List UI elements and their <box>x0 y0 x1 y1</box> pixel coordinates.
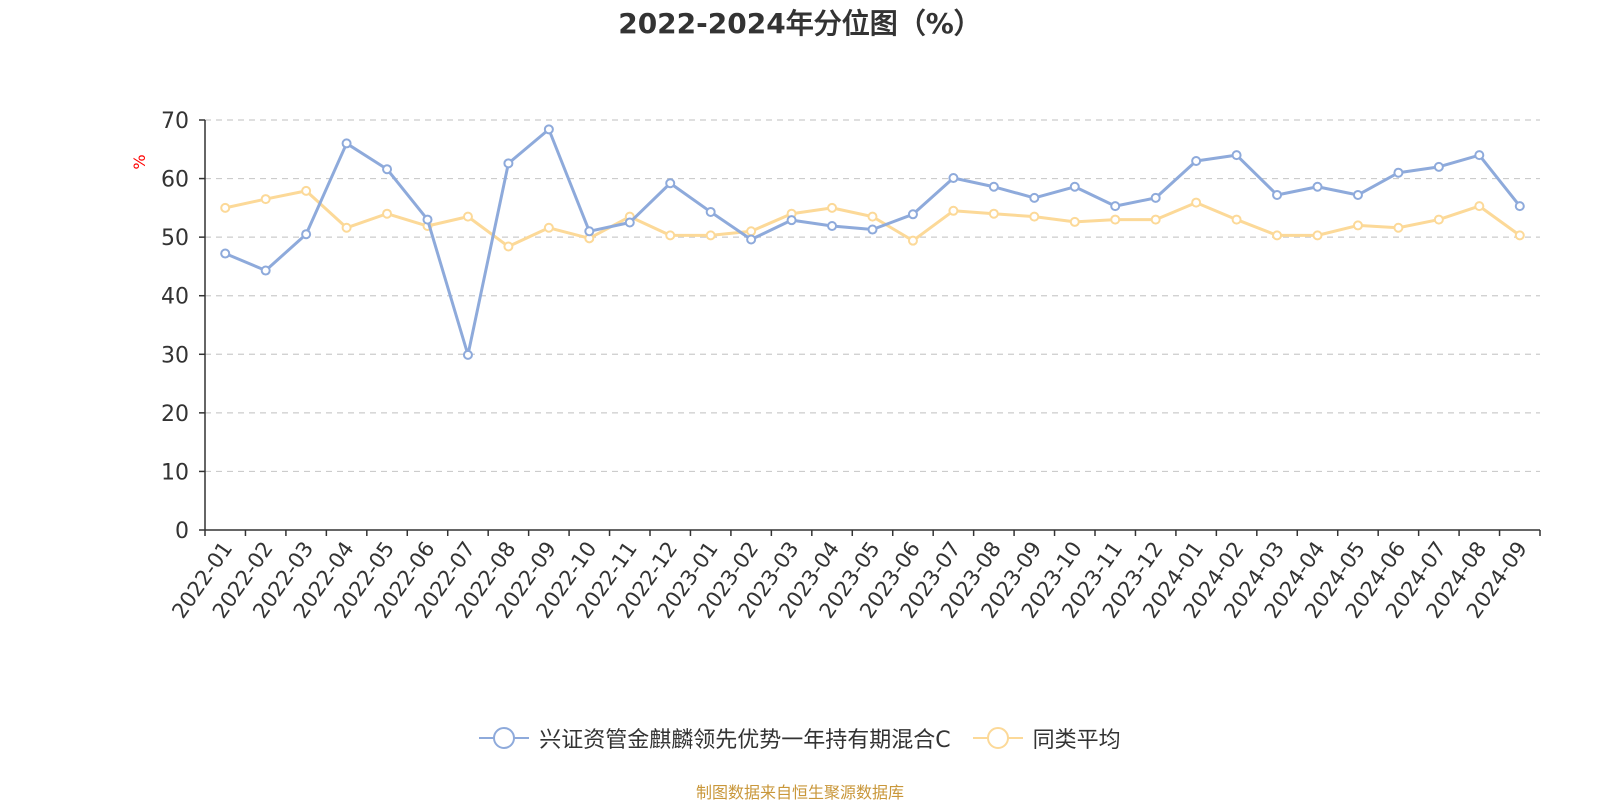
data-point <box>1272 230 1283 241</box>
data-point <box>746 226 757 237</box>
y-tick-label: 70 <box>161 109 189 134</box>
data-point <box>907 209 918 220</box>
data-point <box>1393 222 1404 233</box>
data-point <box>584 226 595 237</box>
data-point <box>867 211 878 222</box>
data-point <box>827 202 838 213</box>
y-tick-label: 0 <box>175 519 189 544</box>
data-point <box>422 214 433 225</box>
data-point <box>503 241 514 252</box>
data-point <box>341 222 352 233</box>
legend-fund-label: 兴证资管金麒麟领先优势一年持有期混合C <box>539 728 951 753</box>
data-point <box>1433 214 1444 225</box>
series-line-0 <box>224 127 1521 357</box>
y-axis: 0 10 20 30 40 50 60 70 <box>161 109 206 544</box>
data-point <box>786 215 797 226</box>
data-point <box>705 230 716 241</box>
data-point <box>382 164 393 175</box>
chart-title: 2022-2024年分位图（%） <box>618 7 982 40</box>
data-point <box>1110 214 1121 225</box>
data-point <box>705 206 716 217</box>
data-point <box>1272 189 1283 200</box>
grid-lines <box>205 119 1540 473</box>
data-point <box>746 234 757 245</box>
y-tick-label: 50 <box>161 226 189 251</box>
data-point <box>1474 201 1485 212</box>
data-point <box>1433 161 1444 172</box>
y-tick-label: 20 <box>161 402 189 427</box>
data-point <box>301 229 312 240</box>
legend-average-label: 同类平均 <box>1032 728 1121 753</box>
data-point <box>462 349 473 360</box>
data-point <box>665 230 676 241</box>
data-point <box>1110 201 1121 212</box>
data-point <box>1514 201 1525 212</box>
data-point <box>301 185 312 196</box>
data-point <box>948 205 959 216</box>
data-point <box>220 202 231 213</box>
data-point <box>462 211 473 222</box>
data-point <box>260 194 271 205</box>
data-point <box>220 248 231 259</box>
data-point <box>988 181 999 192</box>
data-point <box>1231 214 1242 225</box>
source-note: 制图数据来自恒生聚源数据库 <box>695 783 904 802</box>
data-point <box>867 224 878 235</box>
data-point <box>1191 197 1202 208</box>
data-point <box>543 124 554 135</box>
data-point <box>665 178 676 189</box>
data-point <box>827 221 838 232</box>
data-point <box>948 172 959 183</box>
data-point <box>1312 230 1323 241</box>
data-point <box>1474 150 1485 161</box>
y-tick-label: 40 <box>161 285 189 310</box>
data-point <box>1069 181 1080 192</box>
data-point <box>1029 211 1040 222</box>
data-point <box>382 208 393 219</box>
data-point <box>1231 150 1242 161</box>
data-point <box>260 265 271 276</box>
data-point <box>341 138 352 149</box>
y-tick-label: 60 <box>161 168 189 193</box>
legend: 兴证资管金麒麟领先优势一年持有期混合C 同类平均 <box>0 722 1600 754</box>
data-point <box>1150 192 1161 203</box>
data-point <box>1191 156 1202 166</box>
data-point <box>1514 230 1525 241</box>
legend-fund-marker <box>479 727 530 749</box>
data-point <box>1352 220 1363 231</box>
data-point <box>1069 216 1080 227</box>
data-point <box>1312 181 1323 192</box>
y-tick-label: 30 <box>161 343 189 368</box>
data-point <box>1393 167 1404 178</box>
legend-item-fund[interactable]: 兴证资管金麒麟领先优势一年持有期混合C <box>479 722 951 754</box>
data-point <box>1029 192 1040 203</box>
data-point <box>1352 189 1363 200</box>
data-point <box>503 158 514 169</box>
x-axis: 2022-012022-022022-032022-042022-052022-… <box>167 529 1541 623</box>
data-point <box>907 235 918 246</box>
data-point <box>624 217 635 228</box>
data-point <box>988 208 999 219</box>
y-tick-label: 10 <box>161 460 189 485</box>
legend-average-marker <box>972 727 1023 749</box>
data-point <box>1150 214 1161 225</box>
data-point <box>543 222 554 233</box>
series-layer <box>220 124 1525 360</box>
legend-item-average[interactable]: 同类平均 <box>972 722 1121 754</box>
y-axis-label: % <box>130 154 149 169</box>
